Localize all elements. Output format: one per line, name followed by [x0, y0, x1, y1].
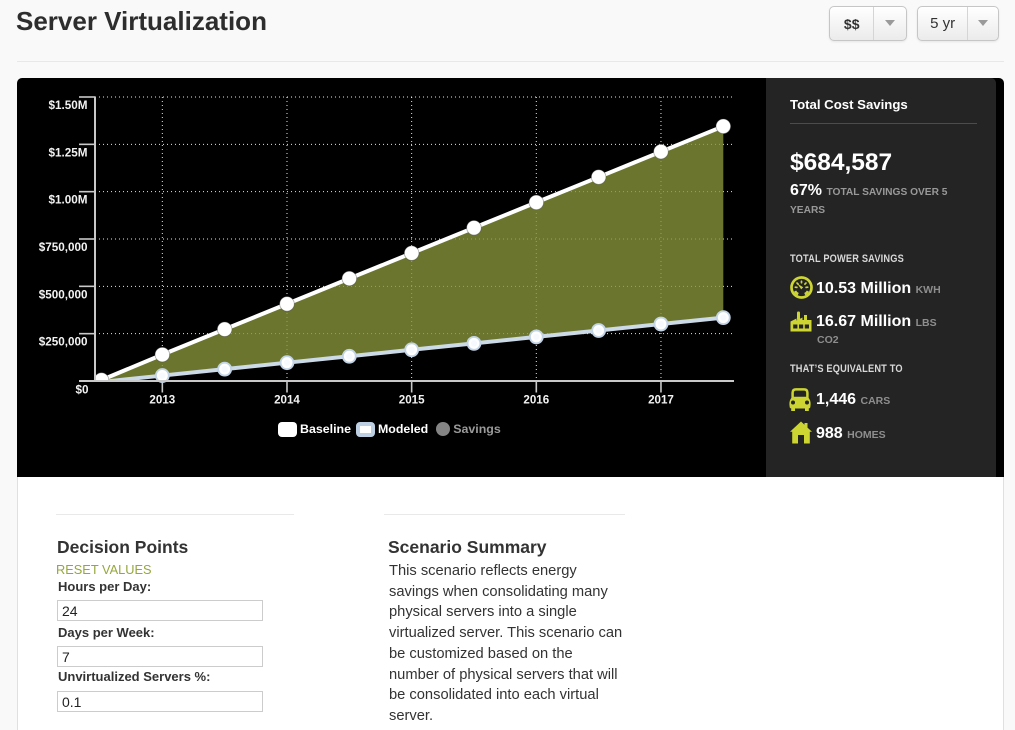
svg-text:2017: 2017 — [648, 394, 674, 407]
svg-text:$0: $0 — [75, 383, 89, 396]
svg-text:2016: 2016 — [523, 394, 549, 407]
svg-text:$250,000: $250,000 — [39, 336, 88, 349]
svg-text:$1.25M: $1.25M — [49, 146, 88, 159]
svg-text:2013: 2013 — [149, 394, 175, 407]
svg-text:2015: 2015 — [399, 394, 425, 407]
svg-text:$1.50M: $1.50M — [49, 99, 88, 112]
svg-text:$750,000: $750,000 — [39, 241, 88, 254]
svg-text:$500,000: $500,000 — [39, 288, 88, 301]
svg-text:2014: 2014 — [274, 394, 300, 407]
svg-text:$1.00M: $1.00M — [49, 194, 88, 207]
